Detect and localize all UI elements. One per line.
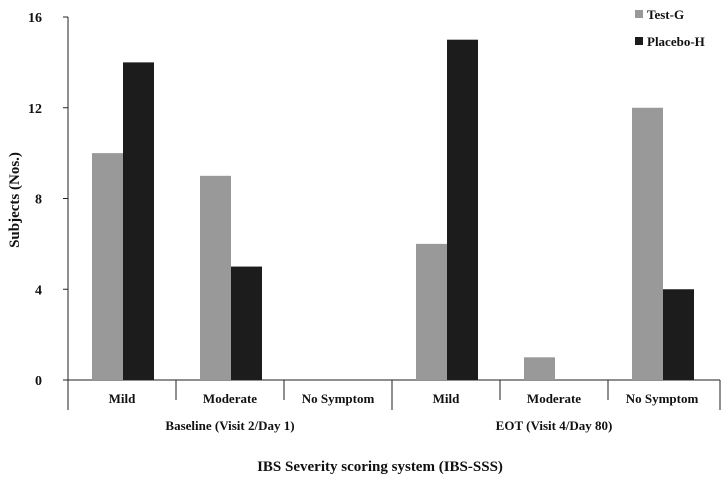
y-axis-title: Subjects (Nos.): [7, 152, 23, 248]
bar-placebo-h: [231, 266, 262, 380]
y-tick-label: 0: [35, 374, 42, 389]
legend-label: Test-G: [647, 7, 684, 22]
bar-placebo-h: [447, 39, 478, 380]
x-group-label: Baseline (Visit 2/Day 1): [165, 418, 294, 433]
x-category-label: Mild: [109, 391, 136, 406]
bar-test-g: [92, 153, 123, 380]
legend-swatch: [635, 37, 643, 45]
bar-test-g: [200, 175, 231, 380]
bar-test-g: [632, 107, 663, 380]
bar-test-g: [416, 243, 447, 380]
y-tick-label: 4: [35, 283, 42, 298]
x-category-label: No Symptom: [626, 391, 699, 406]
legend-label: Placebo-H: [647, 34, 705, 49]
legend-swatch: [635, 10, 643, 18]
bar-placebo-h: [123, 62, 154, 380]
bar-placebo-h: [663, 289, 694, 380]
x-axis-title: IBS Severity scoring system (IBS-SSS): [257, 459, 503, 475]
y-tick-label: 12: [28, 102, 42, 117]
x-group-label: EOT (Visit 4/Day 80): [496, 418, 613, 433]
x-category-label: No Symptom: [302, 391, 375, 406]
x-category-label: Moderate: [527, 391, 581, 406]
bar-test-g: [524, 357, 555, 380]
x-category-label: Moderate: [203, 391, 257, 406]
y-tick-label: 8: [35, 193, 42, 208]
y-tick-label: 16: [28, 11, 42, 26]
x-category-label: Mild: [433, 391, 460, 406]
